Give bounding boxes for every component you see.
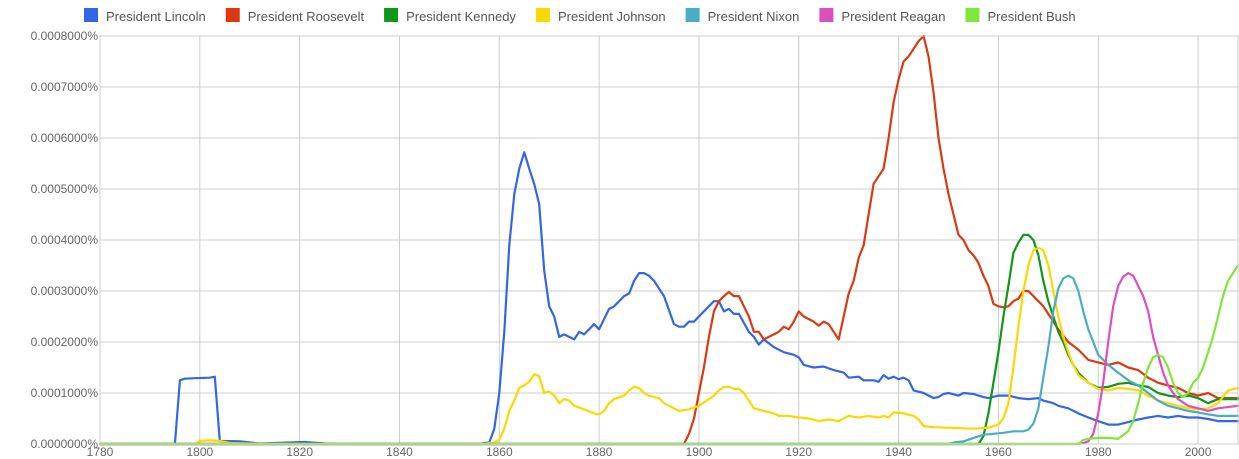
legend-swatch-president-reagan <box>819 8 834 22</box>
x-tick-label: 1780 <box>87 445 114 459</box>
legend-swatch-president-roosevelt <box>225 8 240 22</box>
x-tick-label: 1860 <box>486 445 513 459</box>
legend: President Lincoln President Roosevelt Pres… <box>84 8 1076 24</box>
legend-swatch-president-lincoln <box>84 8 98 22</box>
plot-area-border <box>99 35 1239 445</box>
y-tick-label: 0.0006000% <box>31 131 99 145</box>
x-tick-label: 1800 <box>186 445 213 459</box>
x-tick-label: 1820 <box>286 445 313 459</box>
series-lines <box>98 34 1239 446</box>
legend-swatch-president-kennedy <box>384 8 399 22</box>
x-tick-label: 1980 <box>1085 445 1112 459</box>
series-line-president-nixon <box>98 274 1239 446</box>
x-tick-label: 1840 <box>386 445 413 459</box>
y-tick-label: 0.0000000% <box>31 437 99 451</box>
series-line-president-reagan <box>98 272 1239 446</box>
legend-label-president-bush: President Bush <box>987 9 1075 24</box>
x-tick-label: 1960 <box>985 445 1012 459</box>
y-tick-label: 0.0008000% <box>31 29 99 43</box>
legend-swatch-president-johnson <box>535 8 550 22</box>
x-tick-label: 2000 <box>1185 445 1212 459</box>
series-line-president-roosevelt <box>98 34 1239 446</box>
legend-swatch-president-bush <box>965 8 980 22</box>
y-tick-label: 0.0005000% <box>31 182 99 196</box>
x-tick-label: 1900 <box>686 445 713 459</box>
legend-label-president-nixon: President Nixon <box>708 9 800 24</box>
y-tick-label: 0.0002000% <box>31 335 99 349</box>
x-tick-label: 1940 <box>885 445 912 459</box>
series-line-president-bush <box>98 264 1239 446</box>
gridlines <box>100 35 1238 444</box>
legend-swatch-president-nixon <box>685 8 700 22</box>
y-tick-label: 0.0004000% <box>31 233 99 247</box>
y-tick-label: 0.0003000% <box>31 284 99 298</box>
legend-label-president-kennedy: President Kennedy <box>406 9 516 24</box>
x-axis-tick-labels: 1780 1800 1820 1840 1860 1880 1900 1920 1940 1960… <box>87 445 1212 459</box>
series-line-president-lincoln <box>98 151 1239 446</box>
series-line-president-kennedy <box>98 233 1239 446</box>
legend-label-president-reagan: President Reagan <box>841 9 945 24</box>
legend-label-president-roosevelt: President Roosevelt <box>248 9 365 24</box>
x-tick-label: 1880 <box>586 445 613 459</box>
y-tick-label: 0.0007000% <box>31 80 99 94</box>
x-tick-label: 1920 <box>785 445 812 459</box>
legend-label-president-lincoln: President Lincoln <box>106 9 206 24</box>
y-tick-label: 0.0001000% <box>31 386 99 400</box>
legend-label-president-johnson: President Johnson <box>558 9 666 24</box>
y-axis-tick-labels: 0.0000000% 0.0001000% 0.0002000% 0.0003000%… <box>31 29 99 451</box>
series-line-president-johnson <box>98 246 1239 446</box>
